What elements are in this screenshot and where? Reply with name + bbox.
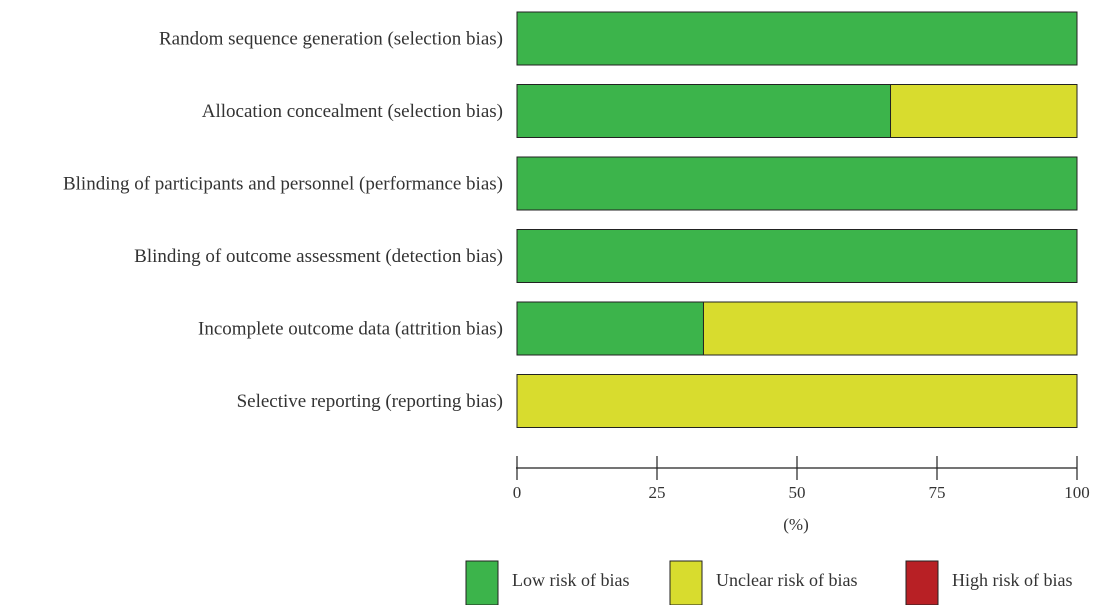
category-label: Allocation concealment (selection bias) <box>202 101 503 122</box>
legend-swatch <box>465 560 499 605</box>
x-tick-label: 50 <box>789 483 806 502</box>
category-label: Random sequence generation (selection bi… <box>159 29 503 50</box>
bars <box>516 11 1078 428</box>
x-tick-label: 0 <box>513 483 522 502</box>
bar-segment-low-risk-of-bias <box>516 229 1078 283</box>
legend-swatch <box>905 560 939 605</box>
legend-label: High risk of bias <box>952 570 1073 590</box>
bar-segment-low-risk-of-bias <box>516 84 892 138</box>
legend-swatch <box>669 560 703 605</box>
category-label: Blinding of participants and personnel (… <box>63 174 503 195</box>
x-axis-label: (%) <box>783 515 808 534</box>
x-axis-ticks: 0 25 50 75 100 <box>513 456 1090 502</box>
bar-segment-low-risk-of-bias <box>516 156 1078 211</box>
legend-label: Low risk of bias <box>512 570 629 590</box>
category-label: Selective reporting (reporting bias) <box>237 391 503 412</box>
x-tick-label: 100 <box>1064 483 1090 502</box>
bar-segment-unclear-risk-of-bias <box>516 374 1078 428</box>
category-labels: Random sequence generation (selection bi… <box>63 29 503 413</box>
bar-segment-unclear-risk-of-bias <box>702 301 1078 356</box>
legend: Low risk of bias Unclear risk of bias High… <box>465 560 1073 605</box>
bar-segment-low-risk-of-bias <box>516 11 1078 66</box>
x-tick-label: 25 <box>649 483 666 502</box>
legend-label: Unclear risk of bias <box>716 570 857 590</box>
x-axis: 0 25 50 75 100 (%) <box>513 456 1090 534</box>
bar-segment-unclear-risk-of-bias <box>890 84 1078 138</box>
category-label: Incomplete outcome data (attrition bias) <box>198 319 503 340</box>
bar-segment-low-risk-of-bias <box>516 301 704 356</box>
x-tick-label: 75 <box>929 483 946 502</box>
category-label: Blinding of outcome assessment (detectio… <box>134 246 503 267</box>
